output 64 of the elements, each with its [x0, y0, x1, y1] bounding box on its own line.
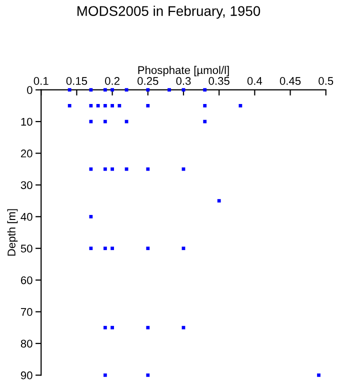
point	[146, 104, 150, 108]
y-tick-label: 10	[21, 118, 32, 126]
point	[68, 104, 72, 108]
point	[110, 246, 114, 250]
y-tick-label: 50	[20, 244, 32, 252]
point	[146, 88, 150, 92]
point	[103, 326, 107, 330]
point	[182, 88, 186, 92]
point	[317, 373, 320, 377]
point	[203, 120, 207, 124]
y-tick-label: 0	[27, 86, 32, 94]
point	[103, 167, 107, 171]
point	[182, 246, 186, 250]
x-tick-label: 0.45	[280, 77, 301, 85]
point	[124, 120, 128, 124]
y-tick-label: 40	[20, 212, 32, 221]
point	[96, 104, 100, 108]
point	[146, 167, 150, 171]
x-tick-label: 0.5	[318, 77, 334, 85]
x-tick-label: 0.2	[105, 77, 120, 85]
point	[168, 88, 171, 92]
point	[110, 104, 114, 108]
point	[110, 167, 114, 171]
point	[182, 167, 186, 171]
point	[89, 104, 93, 108]
x-tick-label: 0.1	[34, 77, 48, 85]
point	[103, 120, 107, 124]
y-tick-label: 20	[20, 150, 32, 158]
y-tick-label: 80	[20, 340, 32, 348]
point	[203, 88, 207, 92]
point	[103, 246, 107, 250]
point	[217, 199, 221, 203]
point	[238, 104, 242, 108]
point	[89, 246, 93, 250]
point	[124, 167, 128, 171]
point	[89, 214, 93, 218]
y-axis-title: Depth [m]	[7, 209, 18, 256]
point	[118, 104, 122, 108]
point	[146, 246, 150, 250]
x-tick-label: 0.35	[208, 77, 230, 85]
point	[89, 88, 93, 92]
y-tick-label: 90	[20, 371, 32, 380]
point	[203, 104, 207, 108]
point	[89, 167, 93, 171]
chart-title: MODS2005 in February, 1950	[78, 6, 260, 19]
point	[110, 326, 114, 330]
point	[182, 326, 186, 330]
x-tick-label: 0.25	[138, 77, 158, 85]
point	[110, 88, 114, 92]
x-tick-label: 0.4	[247, 77, 262, 85]
point	[103, 104, 107, 108]
y-tick-label: 60	[20, 276, 32, 284]
point	[146, 373, 150, 377]
x-tick-label: 0.3	[176, 77, 191, 85]
point	[124, 88, 128, 92]
y-tick-label: 30	[20, 181, 32, 190]
point	[103, 88, 107, 92]
y-tick-label: 70	[20, 308, 32, 316]
x-tick-label: 0.15	[66, 77, 88, 85]
x-axis-title: Phosphate [µmol/l]	[138, 66, 229, 76]
point	[89, 120, 93, 124]
point	[103, 373, 107, 377]
point	[68, 88, 72, 92]
point	[146, 326, 150, 330]
